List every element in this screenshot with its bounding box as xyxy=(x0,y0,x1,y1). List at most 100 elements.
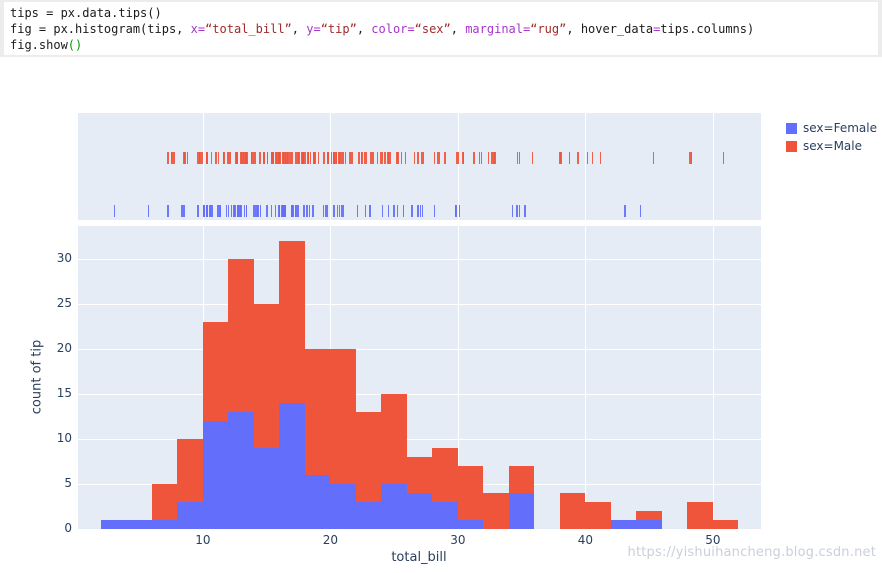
rug-mark-male[interactable] xyxy=(388,152,390,164)
rug-mark-male[interactable] xyxy=(309,152,312,164)
bar-female-segment[interactable] xyxy=(100,520,127,529)
rug-mark-male[interactable] xyxy=(254,152,256,164)
rug-mark-male[interactable] xyxy=(376,152,379,164)
rug-mark-male[interactable] xyxy=(323,152,325,164)
rug-mark-male[interactable] xyxy=(173,152,175,164)
rug-mark-male[interactable] xyxy=(493,152,495,164)
rug-mark-male[interactable] xyxy=(222,152,225,164)
rug-mark-male[interactable] xyxy=(341,152,343,164)
rug-mark-male[interactable] xyxy=(287,152,289,164)
rug-mark-female[interactable] xyxy=(325,205,327,217)
rug-mark-male[interactable] xyxy=(303,152,305,164)
bar-female-segment[interactable] xyxy=(279,403,305,529)
bar-male-segment[interactable] xyxy=(381,394,407,485)
rug-mark-male[interactable] xyxy=(404,152,407,164)
rug-mark-female[interactable] xyxy=(203,205,205,217)
rug-mark-male[interactable] xyxy=(599,152,602,164)
rug-mark-male[interactable] xyxy=(235,152,237,164)
rug-mark-male[interactable] xyxy=(342,152,344,164)
rug-mark-male[interactable] xyxy=(243,152,246,164)
rug-mark-female[interactable] xyxy=(208,205,211,217)
rug-mark-male[interactable] xyxy=(516,152,518,164)
rug-mark-male[interactable] xyxy=(531,152,533,164)
rug-mark-male[interactable] xyxy=(349,152,352,164)
rug-mark-female[interactable] xyxy=(624,205,626,217)
rug-mark-female[interactable] xyxy=(381,205,383,217)
rug-mark-female[interactable] xyxy=(419,205,422,217)
rug-mark-male[interactable] xyxy=(417,152,419,164)
rug-mark-male[interactable] xyxy=(167,152,169,164)
bar-female-segment[interactable] xyxy=(457,520,484,529)
bar-female-segment[interactable] xyxy=(228,412,254,529)
rug-mark-male[interactable] xyxy=(351,152,353,164)
bar-male-segment[interactable] xyxy=(330,349,356,485)
bar-female-segment[interactable] xyxy=(355,502,382,529)
rug-mark-female[interactable] xyxy=(282,205,285,217)
rug-mark-female[interactable] xyxy=(226,205,228,217)
rug-mark-female[interactable] xyxy=(512,205,514,217)
rug-mark-male[interactable] xyxy=(284,152,287,164)
rug-mark-female[interactable] xyxy=(397,205,399,217)
rug-mark-male[interactable] xyxy=(722,152,724,164)
rug-mark-male[interactable] xyxy=(462,152,464,164)
bar-female-segment[interactable] xyxy=(151,520,178,529)
rug-mark-male[interactable] xyxy=(171,152,173,164)
rug-mark-male[interactable] xyxy=(360,152,362,164)
rug-mark-female[interactable] xyxy=(266,205,268,217)
rug-mark-female[interactable] xyxy=(270,205,273,217)
rug-mark-male[interactable] xyxy=(236,152,238,164)
bar-male-segment[interactable] xyxy=(151,484,178,520)
rug-mark-male[interactable] xyxy=(330,152,333,164)
rug-mark-female[interactable] xyxy=(297,205,299,217)
rug-mark-female[interactable] xyxy=(240,205,242,217)
rug-mark-male[interactable] xyxy=(307,152,310,164)
rug-mark-male[interactable] xyxy=(199,152,201,164)
rug-mark-male[interactable] xyxy=(246,152,249,164)
rug-mark-male[interactable] xyxy=(372,152,374,164)
rug-mark-male[interactable] xyxy=(652,152,655,164)
bar-male-segment[interactable] xyxy=(304,349,331,476)
rug-mark-female[interactable] xyxy=(231,205,233,217)
rug-mark-female[interactable] xyxy=(312,205,314,217)
rug-mark-male[interactable] xyxy=(437,152,439,164)
bar-female-segment[interactable] xyxy=(253,448,280,529)
bar-male-segment[interactable] xyxy=(279,241,305,404)
rug-mark-male[interactable] xyxy=(263,152,266,164)
rug-mark-female[interactable] xyxy=(295,205,297,217)
bar-female-segment[interactable] xyxy=(330,484,356,529)
rug-mark-male[interactable] xyxy=(252,152,254,164)
rug-mark-female[interactable] xyxy=(274,205,277,217)
rug-mark-male[interactable] xyxy=(229,152,232,164)
rug-mark-female[interactable] xyxy=(369,205,371,217)
rug-mark-male[interactable] xyxy=(245,152,248,164)
rug-mark-female[interactable] xyxy=(524,205,526,217)
rug-mark-female[interactable] xyxy=(292,205,294,217)
rug-mark-male[interactable] xyxy=(396,152,398,164)
rug-mark-male[interactable] xyxy=(591,152,594,164)
rug-mark-male[interactable] xyxy=(196,152,198,164)
bar-female-segment[interactable] xyxy=(406,493,433,529)
bar-female-segment[interactable] xyxy=(304,475,331,529)
rug-mark-male[interactable] xyxy=(299,152,301,164)
rug-mark-male[interactable] xyxy=(690,152,692,164)
rug-mark-male[interactable] xyxy=(289,152,291,164)
rug-mark-male[interactable] xyxy=(227,152,229,164)
rug-mark-female[interactable] xyxy=(197,205,199,217)
rug-mark-female[interactable] xyxy=(210,205,212,217)
bar-male-segment[interactable] xyxy=(202,322,229,422)
rug-mark-male[interactable] xyxy=(348,152,351,164)
rug-mark-male[interactable] xyxy=(568,152,570,164)
rug-mark-female[interactable] xyxy=(228,205,230,217)
rug-mark-male[interactable] xyxy=(270,152,272,164)
rug-mark-male[interactable] xyxy=(297,152,300,164)
rug-mark-male[interactable] xyxy=(274,152,277,164)
bar-male-segment[interactable] xyxy=(355,412,382,503)
rug-mark-female[interactable] xyxy=(455,205,457,217)
rug-mark-male[interactable] xyxy=(487,152,490,164)
rug-mark-female[interactable] xyxy=(113,205,116,217)
rug-mark-male[interactable] xyxy=(282,152,285,164)
rug-mark-female[interactable] xyxy=(433,205,436,217)
rug-mark-male[interactable] xyxy=(421,152,423,164)
rug-mark-female[interactable] xyxy=(306,205,308,217)
rug-mark-male[interactable] xyxy=(266,152,269,164)
